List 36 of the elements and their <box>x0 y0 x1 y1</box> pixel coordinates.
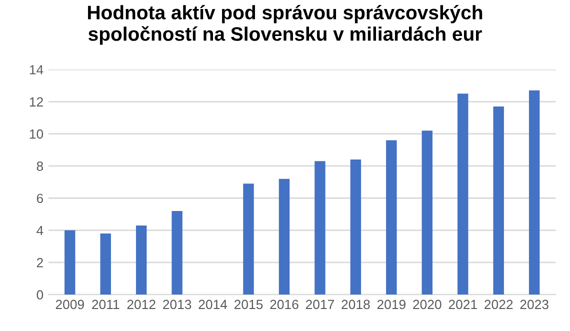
bar <box>493 106 504 295</box>
x-tick-label: 2017 <box>306 300 334 310</box>
y-tick-label: 2 <box>36 258 43 268</box>
bar <box>243 184 254 295</box>
bar <box>314 161 326 295</box>
y-tick-label: 0 <box>36 290 44 300</box>
x-tick-label: 2014 <box>198 300 228 310</box>
x-tick-label: 2022 <box>484 300 513 310</box>
bar <box>136 225 147 295</box>
x-tick-label: 2011 <box>92 300 120 310</box>
y-tick-label: 14 <box>30 65 44 74</box>
x-tick-label: 2021 <box>448 300 477 310</box>
y-tick-label: 12 <box>30 97 43 106</box>
bar <box>278 178 290 295</box>
x-tick-label: 2015 <box>234 300 263 310</box>
bar <box>528 90 540 295</box>
y-tick-label: 6 <box>36 194 44 204</box>
y-tick-label: 4 <box>36 226 44 236</box>
bar <box>386 140 397 295</box>
x-tick-label: 2019 <box>377 300 406 310</box>
y-tick-label: 8 <box>36 162 44 171</box>
bar <box>172 210 182 295</box>
x-tick-label: 2023 <box>520 300 548 310</box>
bar <box>350 160 362 295</box>
chart-title: Hodnota aktív pod správou správcovských spoločností na Slovensku v miliardách eur <box>88 4 482 45</box>
bar <box>422 130 432 295</box>
bar <box>64 230 76 295</box>
bar <box>100 233 111 295</box>
x-tick-label: 2018 <box>342 300 370 310</box>
y-tick-label: 10 <box>30 129 44 139</box>
x-tick-label: 2012 <box>127 300 156 310</box>
x-tick-label: 2016 <box>270 300 298 310</box>
x-tick-label: 2020 <box>413 300 442 310</box>
bar <box>458 94 468 295</box>
x-tick-label: 2013 <box>163 300 192 310</box>
x-tick-label: 2009 <box>56 300 84 310</box>
